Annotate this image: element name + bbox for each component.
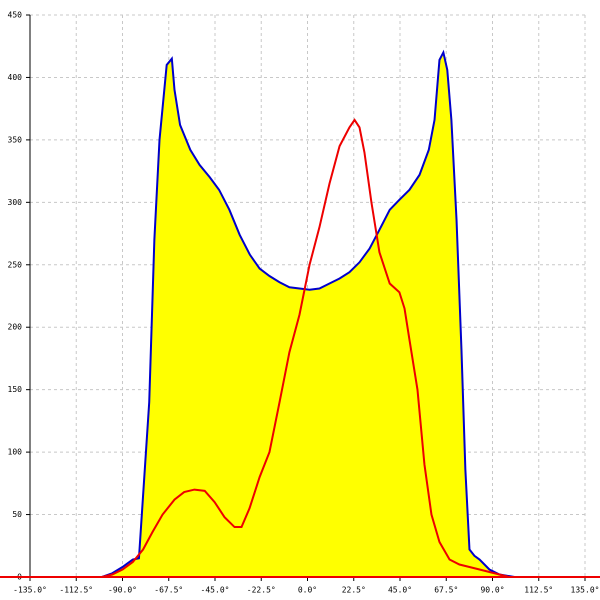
y-tick-label: 300 xyxy=(8,198,23,207)
y-tick-label: 450 xyxy=(8,11,23,20)
y-tick-label: 250 xyxy=(8,260,23,269)
area xyxy=(101,52,515,577)
x-tick-label: -67.5° xyxy=(154,586,183,595)
x-tick-label: -90.0° xyxy=(108,586,137,595)
line xyxy=(101,49,515,578)
y-tick-label: 100 xyxy=(8,448,23,457)
line xyxy=(101,118,510,578)
y-tick-label: 150 xyxy=(8,385,23,394)
y-tick-label: 400 xyxy=(8,73,23,82)
x-tick-label: -45.0° xyxy=(201,586,230,595)
x-tick-label: 67.5° xyxy=(434,586,458,595)
y-tick-label: 200 xyxy=(8,323,23,332)
x-tick-label: 135.0° xyxy=(571,586,600,595)
y-tick-label: 50 xyxy=(12,510,22,519)
x-tick-label: -112.5° xyxy=(59,586,93,595)
x-tick-label: 22.5° xyxy=(342,586,366,595)
x-tick-label: -135.0° xyxy=(13,586,47,595)
y-tick-label: 350 xyxy=(8,135,23,144)
x-tick-label: 90.0° xyxy=(480,586,504,595)
x-tick-label: -22.5° xyxy=(247,586,276,595)
x-tick-label: 0.0° xyxy=(298,586,317,595)
x-tick-label: 45.0° xyxy=(388,586,412,595)
x-tick-label: 112.5° xyxy=(524,586,553,595)
